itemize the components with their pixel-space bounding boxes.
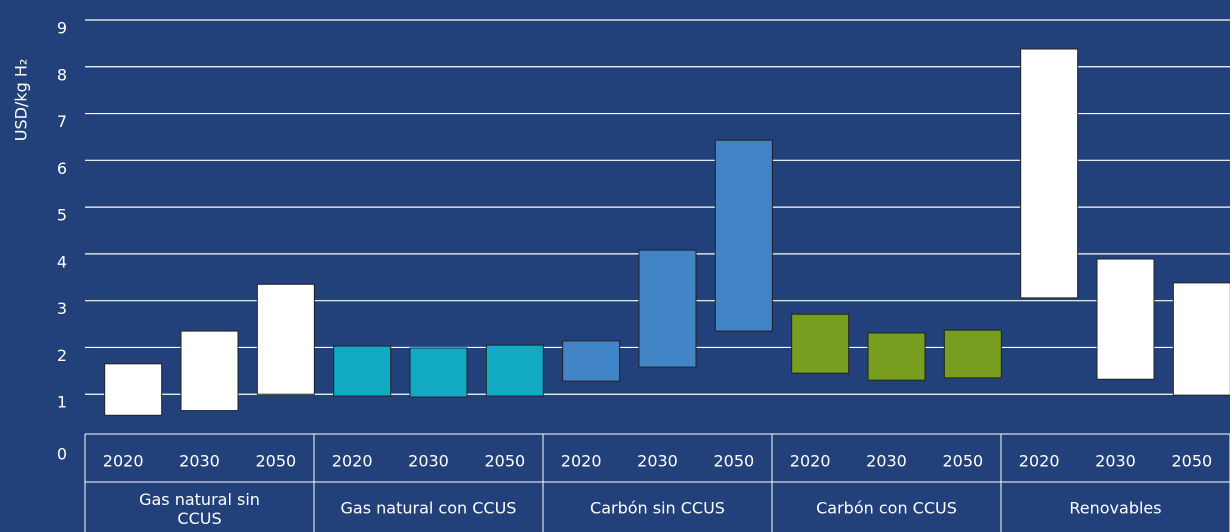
group-label: Gas natural sin CCUS <box>139 490 260 528</box>
group-label: Carbón sin CCUS <box>590 499 725 518</box>
range-bar <box>1020 48 1079 299</box>
x-tick-label: 2030 <box>637 452 678 471</box>
range-bar <box>485 344 544 397</box>
x-tick-label: 2020 <box>561 452 602 471</box>
y-axis-label: USD/kg H₂ <box>12 59 31 142</box>
y-tick-label: 3 <box>57 299 67 318</box>
y-tick-label: 8 <box>57 65 67 84</box>
x-tick-label: 2050 <box>484 452 525 471</box>
range-bar <box>256 283 315 395</box>
x-tick-label: 2030 <box>866 452 907 471</box>
y-tick-label: 4 <box>57 252 67 271</box>
range-bar <box>333 345 392 397</box>
x-tick-label: 2050 <box>1171 452 1212 471</box>
range-bar <box>638 249 697 368</box>
y-tick-label: 2 <box>57 346 67 365</box>
range-bar <box>409 347 468 398</box>
y-tick-label: 1 <box>57 393 67 412</box>
range-bar <box>104 363 163 416</box>
range-bar <box>562 340 621 382</box>
table-bg <box>85 434 1230 532</box>
y-tick-label: 7 <box>57 112 67 131</box>
range-bar <box>1172 282 1230 396</box>
x-tick-label: 2050 <box>942 452 983 471</box>
y-tick-label: 0 <box>57 445 67 464</box>
x-tick-label: 2020 <box>790 452 831 471</box>
x-tick-label: 2050 <box>713 452 754 471</box>
x-tick-label: 2030 <box>1095 452 1136 471</box>
x-tick-label: 2050 <box>255 452 296 471</box>
x-tick-label: 2020 <box>103 452 144 471</box>
range-bar <box>1096 258 1155 380</box>
range-bar <box>180 330 239 412</box>
range-bar <box>791 313 850 374</box>
group-label: Gas natural con CCUS <box>341 499 517 518</box>
x-tick-label: 2030 <box>179 452 220 471</box>
x-tick-label: 2020 <box>332 452 373 471</box>
x-tick-label: 2020 <box>1019 452 1060 471</box>
y-tick-label: 5 <box>57 206 67 225</box>
range-bar <box>943 329 1002 379</box>
range-bar <box>867 332 926 381</box>
y-tick-label: 9 <box>57 19 67 38</box>
group-label: Carbón con CCUS <box>816 499 957 518</box>
y-tick-label: 6 <box>57 159 67 178</box>
range-bar <box>714 139 773 332</box>
x-tick-label: 2030 <box>408 452 449 471</box>
group-label: Renovables <box>1069 499 1161 518</box>
